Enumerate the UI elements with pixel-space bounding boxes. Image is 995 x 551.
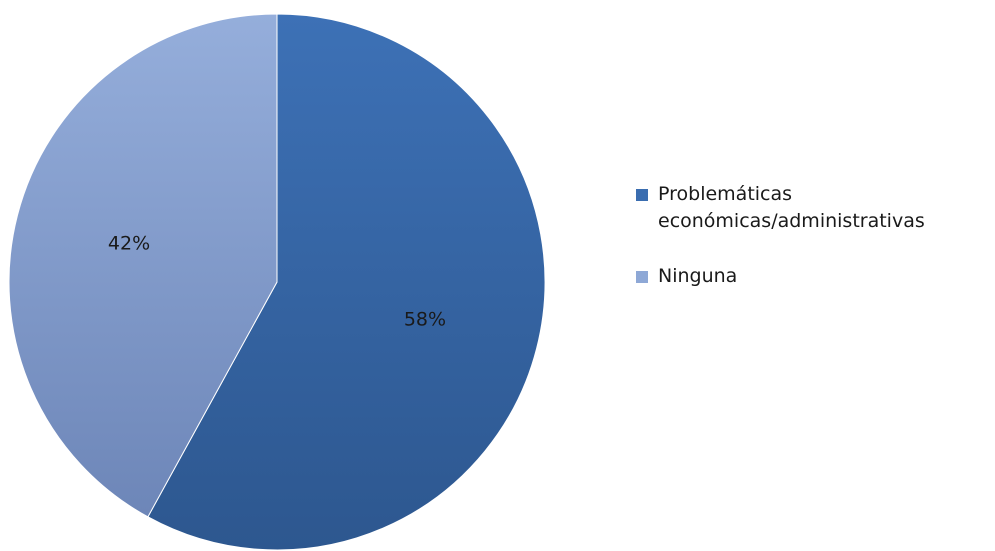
legend-item-ninguna: Ninguna: [636, 263, 991, 290]
data-label-problematicas: 58%: [404, 308, 446, 330]
legend-swatch-problematicas: [636, 189, 648, 201]
pie-data-labels: 58% 42%: [108, 233, 446, 331]
legend-swatch-ninguna: [636, 271, 648, 283]
legend-label-problematicas: Problemáticas económicas/administrativas: [658, 183, 925, 232]
pie-slice-problematicas: [147, 13, 546, 551]
legend-label-ninguna: Ninguna: [658, 265, 738, 287]
chart-legend: Problemáticas económicas/administrativas…: [636, 181, 991, 290]
pie-slices: [8, 13, 546, 551]
data-label-ninguna: 42%: [108, 233, 150, 255]
pie-slice-ninguna: [8, 13, 278, 518]
legend-item-problematicas: Problemáticas económicas/administrativas: [636, 181, 991, 235]
